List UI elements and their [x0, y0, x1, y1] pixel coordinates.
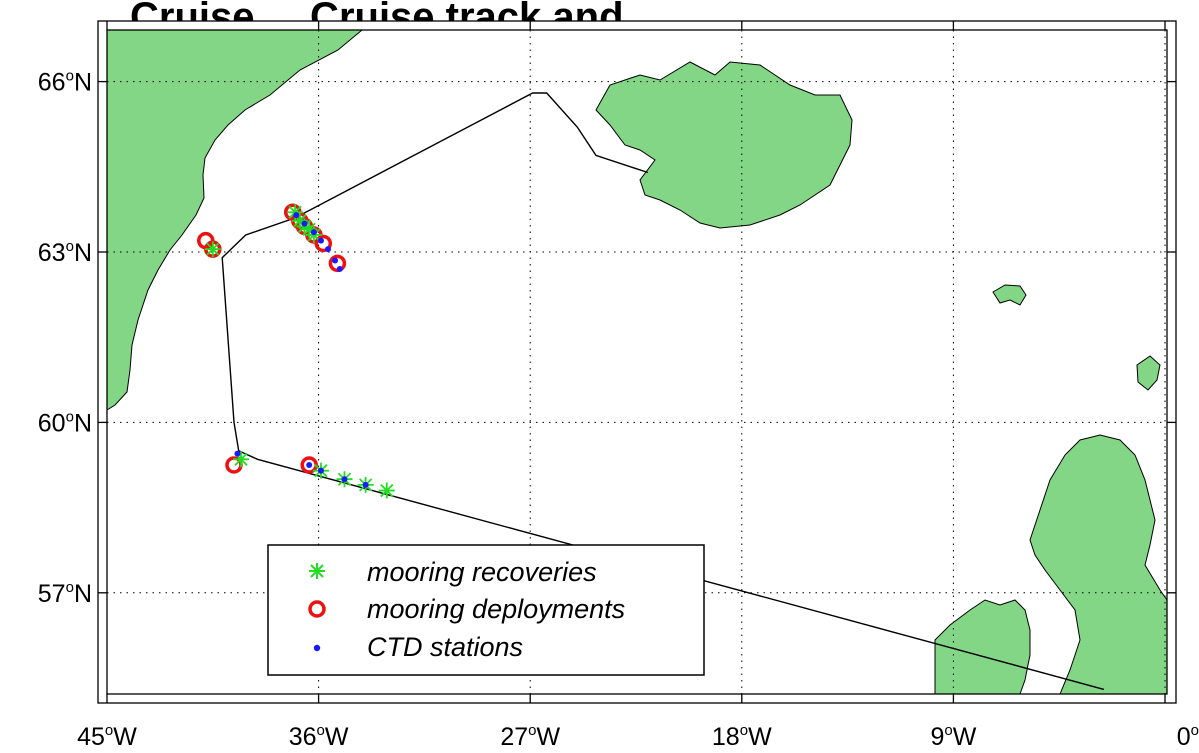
land-masses: [106, 29, 1168, 695]
x-tick-label: 18oW: [712, 722, 772, 751]
x-tick-label: 27oW: [500, 722, 560, 751]
frame-ticks: [98, 21, 1176, 703]
y-tick-label: 66oN: [38, 68, 92, 97]
ctd-station-marker: [301, 220, 308, 227]
x-tick-label: 45oW: [77, 722, 137, 751]
faroe-islands-land: [992, 284, 1027, 306]
y-tick-label: 54oN: [38, 749, 92, 753]
ctd-station-marker: [293, 212, 300, 219]
greenland-land: [106, 29, 364, 411]
ctd-station-marker: [325, 246, 332, 253]
map-frame: [97, 20, 1177, 704]
ctd-station-marker: [317, 467, 324, 474]
ctd-station-marker: [341, 476, 348, 483]
ctd-station-marker: [234, 450, 241, 457]
ctd-station-marker: [362, 481, 369, 488]
x-tick-label: 9oW: [930, 722, 976, 751]
dot-icon: [313, 644, 321, 652]
legend-deployments: mooring deployments: [308, 594, 625, 624]
x-tick-label: 0o: [1177, 722, 1199, 751]
axis-tick-labels: 45oW 36oW 27oW 18oW 9oW 0o 66oN 63oN 60oN 57oN 54o…: [38, 68, 1199, 753]
scotland-britain-land: [1029, 434, 1168, 695]
legend-label-deployments: mooring deployments: [367, 594, 625, 624]
y-tick-label: 57oN: [38, 579, 92, 608]
shetland-land: [1136, 355, 1161, 391]
legend-label-recoveries: mooring recoveries: [367, 557, 597, 587]
x-tick-label: 36oW: [289, 722, 349, 751]
ctd-station-marker: [332, 257, 339, 264]
mooring-recovery-marker: [378, 482, 395, 499]
mooring-recovery-marker: [204, 241, 221, 258]
ctd-station-marker: [310, 229, 317, 236]
circle-icon: [308, 600, 326, 618]
station-markers: [196, 203, 395, 499]
legend-ctd: CTD stations: [313, 632, 523, 662]
legend: mooring recoveries mooring deployments C…: [267, 544, 705, 676]
legend-recoveries: mooring recoveries: [309, 557, 597, 587]
mooring-deployment-marker: [314, 234, 333, 253]
ctd-station-marker: [306, 462, 313, 468]
legend-label-ctd: CTD stations: [367, 632, 523, 662]
ctd-station-marker: [336, 266, 343, 273]
y-tick-label: 60oN: [38, 408, 92, 437]
ctd-station-marker: [317, 237, 324, 244]
iceland-land: [595, 61, 853, 229]
y-tick-label: 63oN: [38, 238, 92, 267]
asterisk-icon: [309, 563, 325, 579]
